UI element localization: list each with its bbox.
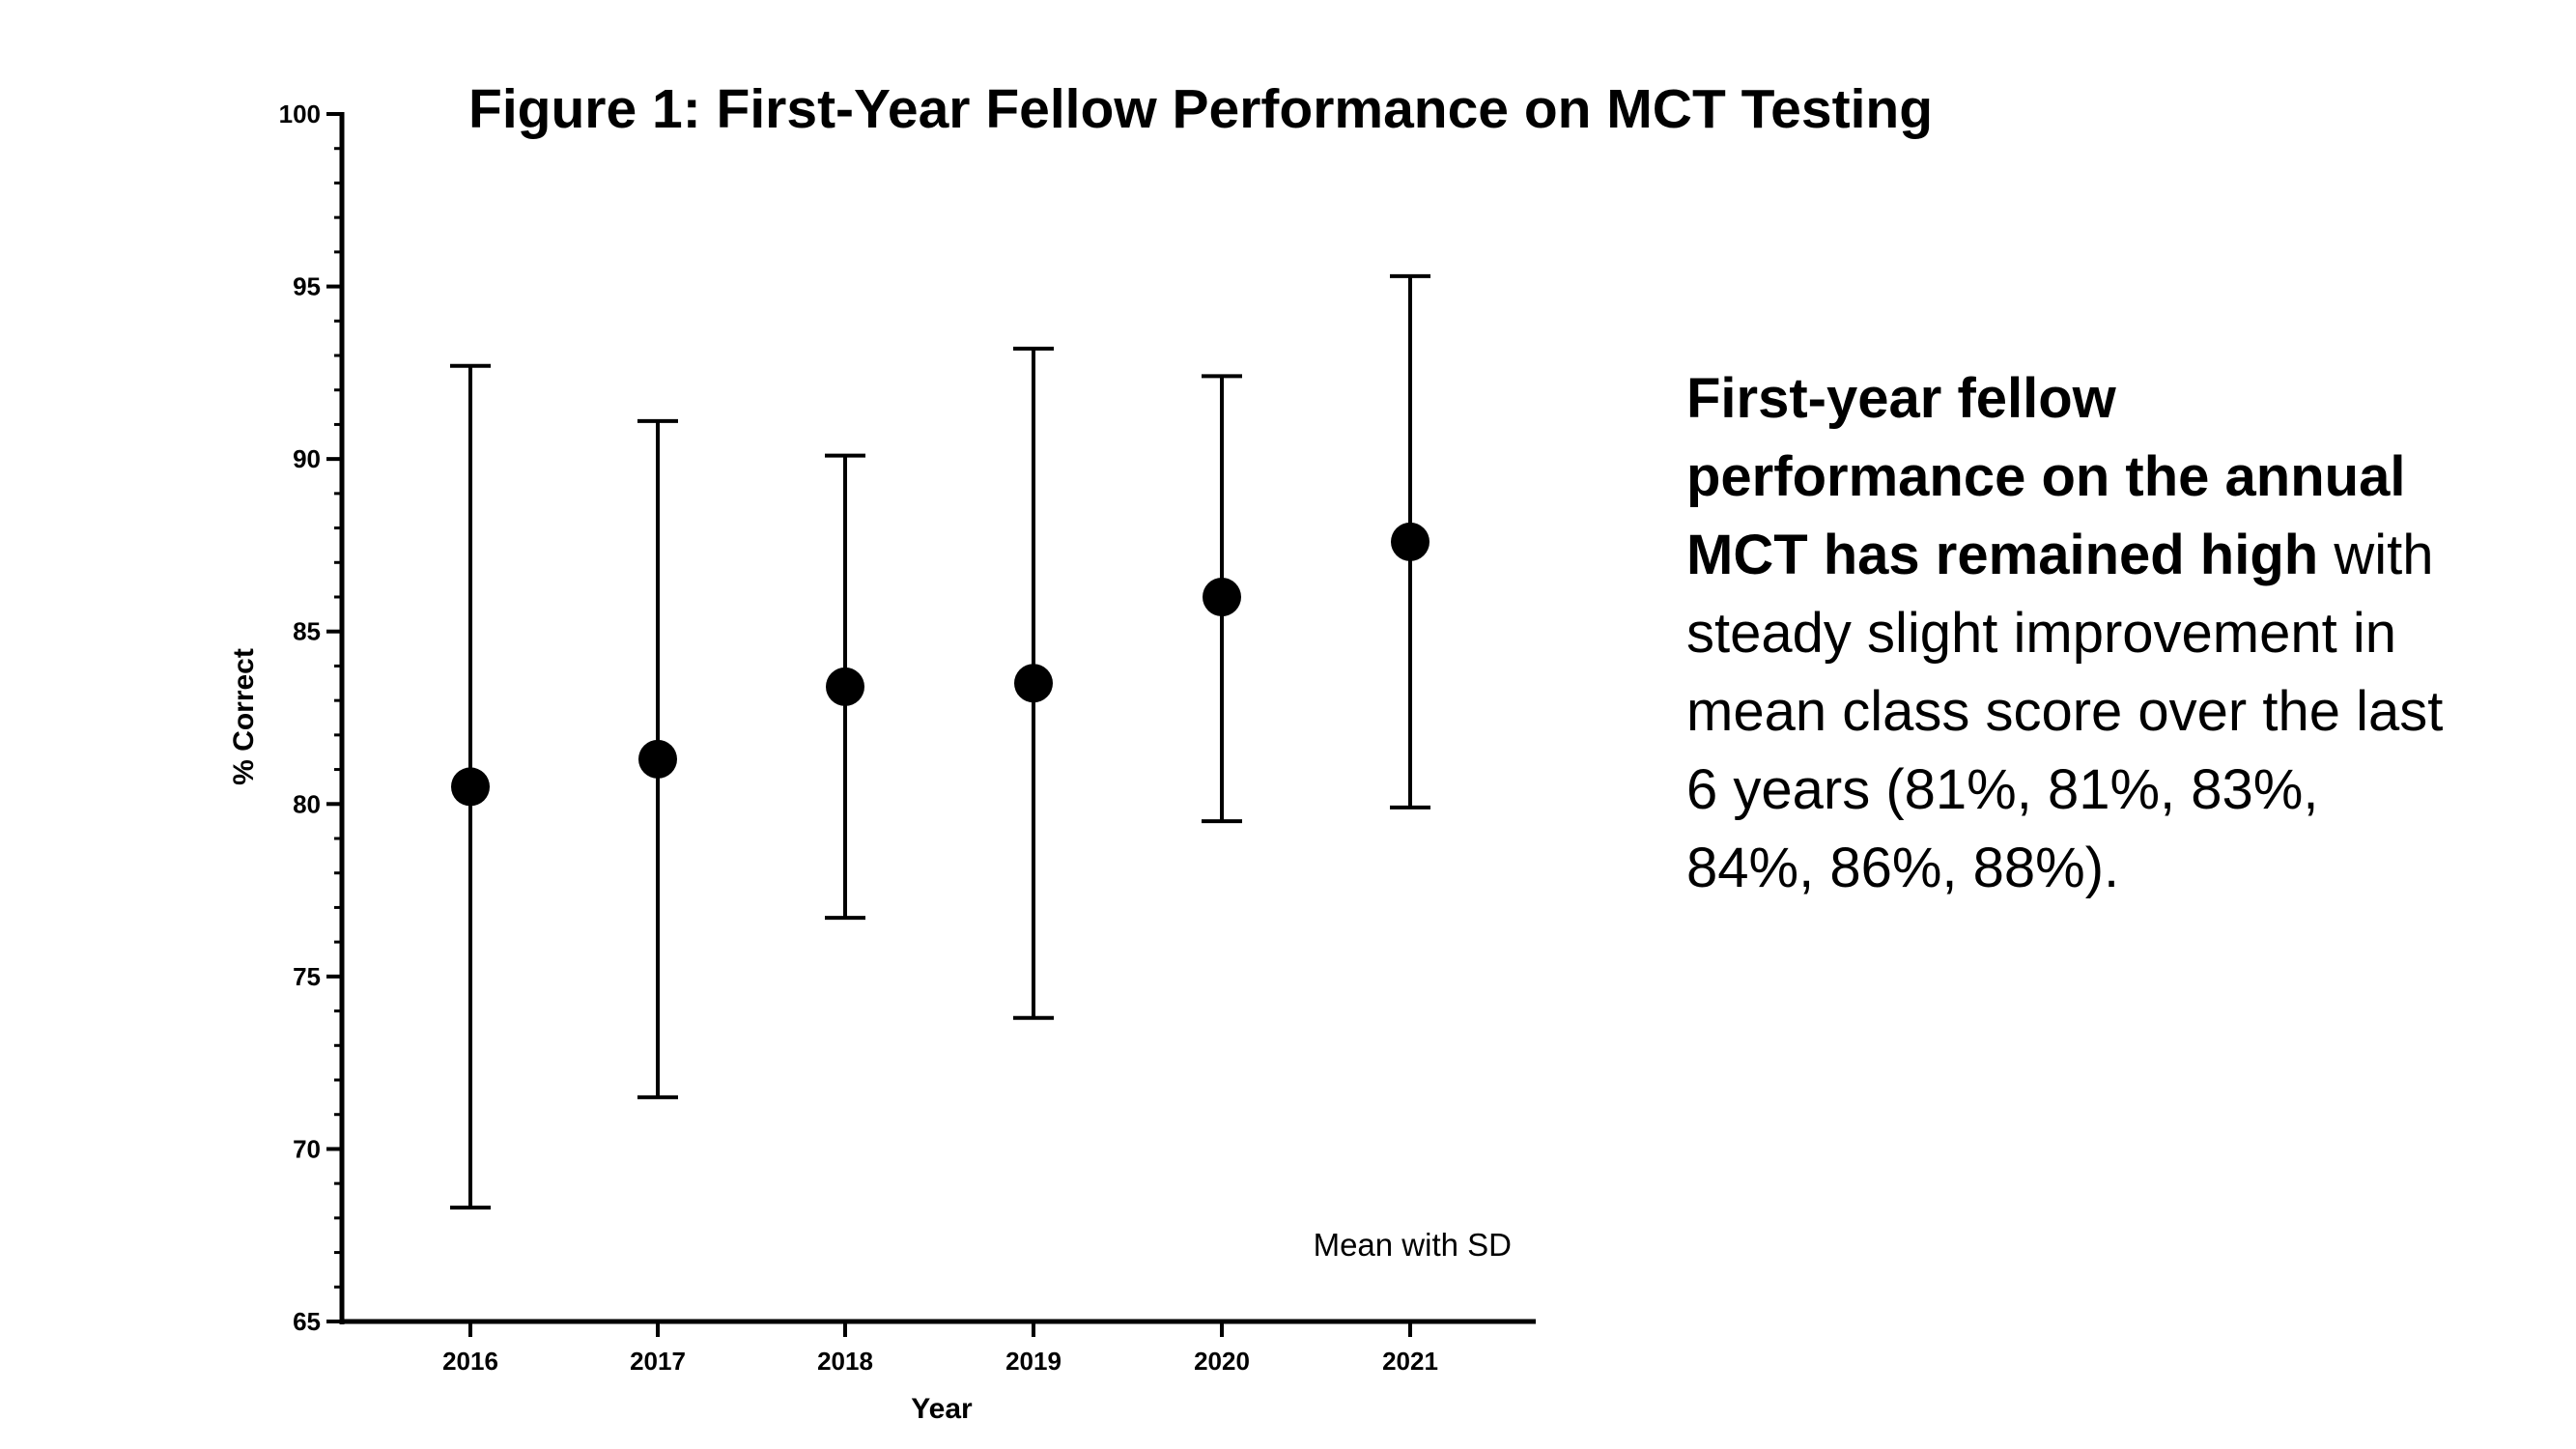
mean-point: [826, 667, 864, 706]
mean-point: [638, 739, 677, 779]
y-tick-label: 85: [293, 617, 321, 646]
mean-point: [1391, 522, 1430, 561]
x-tick-label: 2016: [442, 1347, 498, 1376]
mean-point: [451, 767, 490, 807]
x-tick-label: 2018: [817, 1347, 873, 1376]
mean-points: [451, 522, 1430, 807]
chart-title: Figure 1: First-Year Fellow Performance …: [468, 78, 1934, 140]
y-tick-label: 70: [293, 1134, 321, 1163]
mean-point: [1203, 578, 1241, 616]
x-tick-label: 2017: [630, 1347, 686, 1376]
annotation-text: Mean with SD: [1314, 1227, 1512, 1263]
mean-point: [1014, 664, 1053, 703]
x-axis-title: Year: [911, 1393, 973, 1425]
summary-text-bold: First-year fellow performance on the ann…: [1686, 367, 2406, 586]
summary-text: First-year fellow performance on the ann…: [1686, 359, 2459, 907]
x-tick-label: 2021: [1382, 1347, 1438, 1376]
error-bars: [450, 273, 1430, 1210]
y-axis-title: % Correct: [228, 648, 260, 785]
summary-text-normal: with steady slight improvement in mean c…: [1686, 524, 2444, 899]
y-tick-label: 90: [293, 444, 321, 473]
axis-labels: 65 70 75 80 85 90 95 100 2016 2017 2018 2019 2020 202…: [228, 99, 1512, 1425]
x-tick-label: 2020: [1194, 1347, 1250, 1376]
y-tick-label: 80: [293, 789, 321, 818]
axes: [326, 112, 1536, 1337]
y-tick-label: 95: [293, 272, 321, 301]
y-tick-label: 100: [279, 99, 321, 128]
y-tick-label: 65: [293, 1307, 321, 1336]
y-tick-label: 75: [293, 962, 321, 991]
x-tick-label: 2019: [1005, 1347, 1062, 1376]
